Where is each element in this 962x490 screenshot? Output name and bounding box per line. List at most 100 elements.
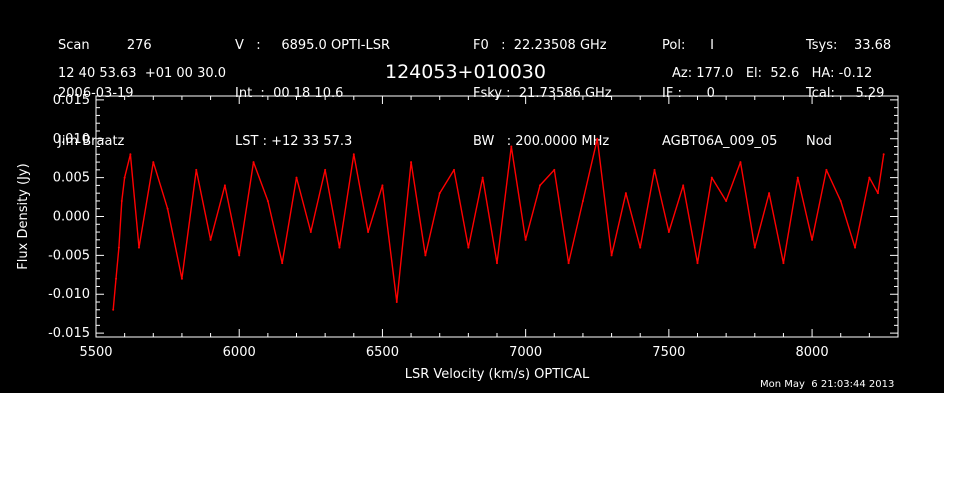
data-point [137, 246, 140, 249]
data-point [266, 199, 269, 202]
data-point [768, 192, 771, 195]
data-point [825, 168, 828, 171]
spectrum-chart: 5500 6000 6500 7000 7500 8000 -0.015 -0.010 -0.0… [16, 93, 899, 382]
header-polarization-block: Pol: I IF : 0 AGBT06A_009_05 [662, 6, 777, 166]
scan-label: Scan [58, 38, 90, 53]
fsky-line: Fsky : 21.73586 GHz [473, 86, 612, 101]
header-frequency-block: F0 : 22.23508 GHz Fsky : 21.73586 GHz BW… [473, 6, 612, 166]
data-point [839, 199, 842, 202]
obs-date: 2006-03-19 [58, 86, 134, 101]
data-point [166, 207, 169, 210]
header-velocity-block: V : 6895.0 OPTI-LSR Int : 00 18 10.6 LST… [235, 6, 390, 166]
lst-line: LST : +12 33 57.3 [235, 134, 353, 149]
data-point [223, 184, 226, 187]
data-point [696, 262, 699, 265]
data-point [209, 238, 212, 241]
data-point [854, 246, 857, 249]
if-line: IF : 0 [662, 86, 715, 101]
data-point [424, 254, 427, 257]
y-tick-label: -0.015 [48, 326, 90, 341]
data-point [381, 184, 384, 187]
data-point [438, 192, 441, 195]
data-point [710, 176, 713, 179]
x-tick-label: 5500 [79, 345, 112, 360]
data-point [395, 301, 398, 304]
plot-panel [0, 0, 944, 393]
y-tick-label: 0.015 [53, 93, 90, 108]
mode-line: Nod [806, 134, 832, 149]
data-point [739, 161, 742, 164]
data-point [238, 254, 241, 257]
y-tick-label: 0.000 [53, 210, 90, 225]
timestamp: Mon May 6 21:03:44 2013 [760, 379, 895, 390]
data-point [120, 199, 123, 202]
data-point [753, 246, 756, 249]
project-id: AGBT06A_009_05 [662, 134, 778, 149]
data-point [882, 153, 885, 156]
data-point [553, 168, 556, 171]
data-point [510, 145, 513, 148]
data-point [115, 277, 118, 280]
header-scan-block: Scan 276 2006-03-19 Jim Braatz [58, 6, 152, 166]
spectrum-trace-group [112, 137, 885, 311]
data-point [496, 262, 498, 265]
data-point [639, 246, 642, 249]
data-point [295, 176, 298, 179]
spectrum-line [112, 138, 885, 310]
y-tick-label: -0.010 [48, 287, 90, 302]
y-tick-label: 0.010 [53, 132, 90, 147]
data-point [324, 168, 327, 171]
data-point [129, 153, 132, 156]
data-point [624, 192, 627, 195]
x-tick-label: 6000 [223, 345, 256, 360]
data-point [868, 176, 871, 179]
data-point [796, 176, 799, 179]
data-point [481, 176, 484, 179]
data-point [567, 262, 570, 265]
x-tick-label: 7500 [652, 345, 685, 360]
x-axis-label: LSR Velocity (km/s) OPTICAL [405, 367, 590, 382]
data-point [252, 161, 255, 164]
header-system-block: Tsys: 33.68 Tcal: 5.29 Nod [806, 6, 891, 166]
scan-value: 276 [126, 38, 152, 53]
observer-name: Jim Braatz [58, 134, 125, 149]
data-point [581, 199, 584, 202]
bandwidth-line: BW : 200.0000 MHz [473, 134, 610, 149]
data-point [117, 246, 120, 249]
az-el-ha: Az: 177.0 El: 52.6 HA: -0.12 [672, 66, 873, 81]
data-point [112, 308, 115, 311]
data-point [524, 238, 527, 241]
data-point [195, 168, 198, 171]
data-point [352, 153, 355, 156]
tcal-line: Tcal: 5.29 [806, 86, 885, 101]
x-tick-label: 7000 [509, 345, 542, 360]
tsys-line: Tsys: 33.68 [806, 38, 892, 53]
data-point [667, 231, 670, 234]
data-point [152, 161, 155, 164]
data-point [367, 231, 370, 234]
data-point [682, 184, 685, 187]
data-point [453, 168, 456, 171]
data-point [410, 161, 413, 164]
data-point [610, 254, 613, 257]
y-tick-label: 0.005 [53, 171, 90, 186]
data-point [309, 231, 312, 234]
data-point [653, 168, 656, 171]
data-point [467, 246, 470, 249]
data-point [782, 262, 785, 265]
data-point [180, 277, 183, 280]
y-axis-label: Flux Density (Jy) [16, 163, 31, 269]
x-tick-label: 8000 [796, 345, 829, 360]
velocity-line: V : 6895.0 OPTI-LSR [235, 38, 391, 53]
source-name: 124053+010030 [385, 61, 546, 83]
data-point [538, 184, 541, 187]
data-point [338, 246, 341, 249]
data-point [281, 262, 284, 265]
y-tick-label: -0.005 [48, 248, 90, 263]
pol-line: Pol: I [662, 38, 714, 53]
f0-line: F0 : 22.23508 GHz [473, 38, 607, 53]
data-point [811, 238, 814, 241]
data-point [123, 176, 126, 179]
source-coordinates: 12 40 53.63 +01 00 30.0 [58, 66, 227, 81]
data-point [596, 137, 599, 140]
